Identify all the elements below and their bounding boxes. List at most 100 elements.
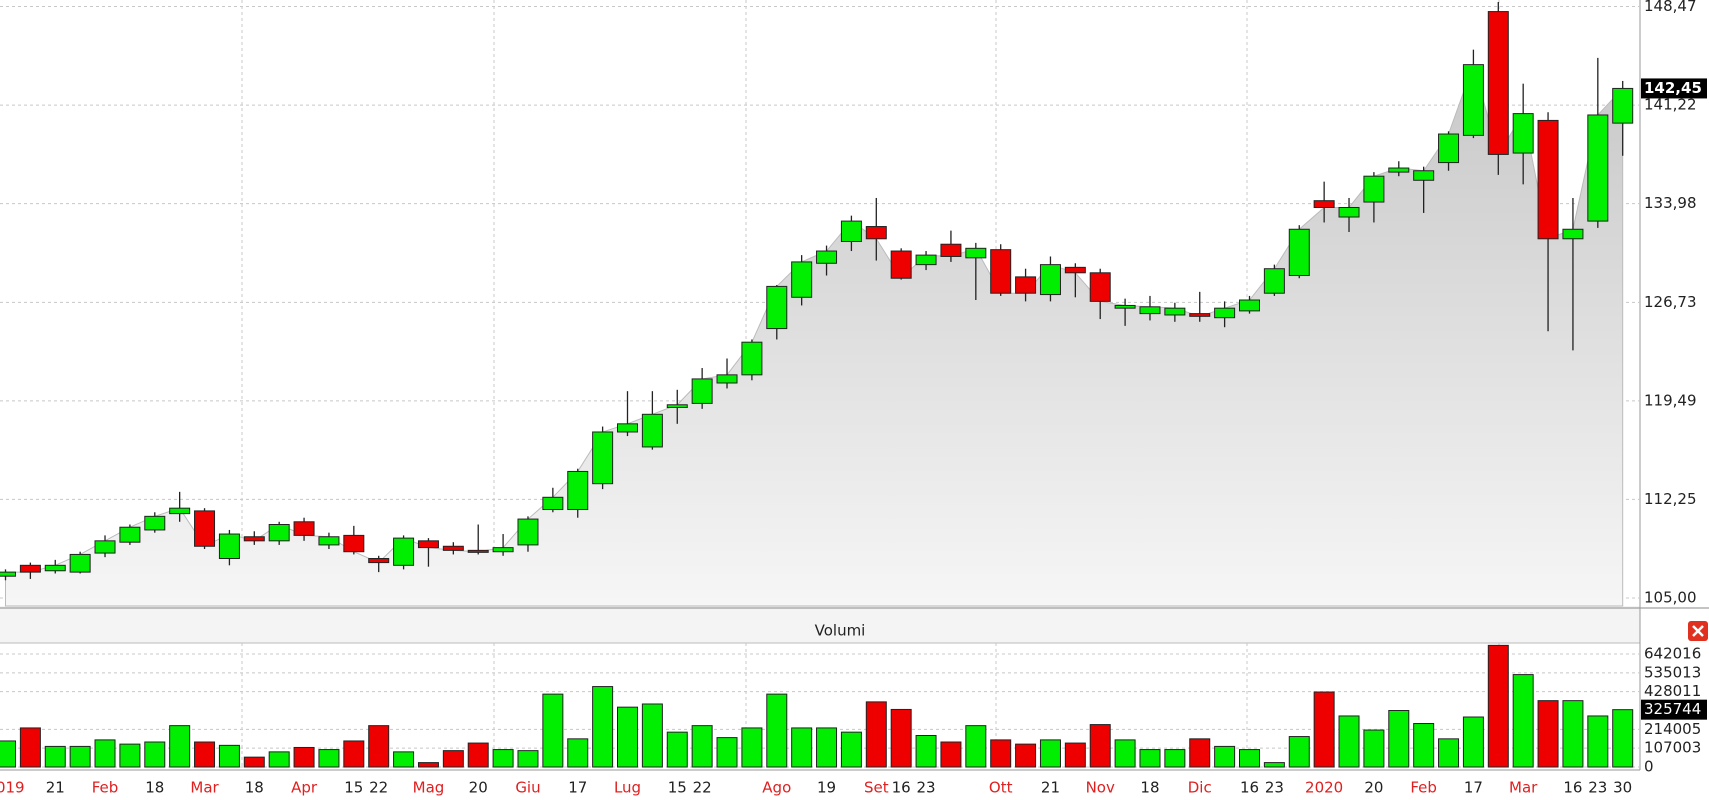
candle-body <box>368 558 390 564</box>
volume-bar <box>1363 729 1385 768</box>
candle-body <box>990 249 1012 294</box>
y2-tick-label: 642016 <box>1644 644 1701 662</box>
volume-bar <box>741 727 763 768</box>
volume-bar <box>1313 691 1335 768</box>
y2-tick-label: 214005 <box>1644 720 1701 738</box>
volume-bar <box>417 762 439 768</box>
candle-body <box>641 413 663 448</box>
candle-body <box>865 226 887 240</box>
candle-body <box>417 540 439 549</box>
close-button[interactable] <box>1688 621 1708 641</box>
candle-body <box>1288 228 1310 277</box>
candle-body <box>0 571 16 577</box>
candle-body <box>144 515 166 531</box>
volume-bar <box>268 751 290 768</box>
candle-body <box>1562 228 1584 240</box>
x-tick-label: 20 <box>1364 779 1383 797</box>
volume-bar <box>169 725 191 768</box>
candle-body <box>492 547 514 553</box>
x-tick-label: Mag <box>413 779 445 797</box>
volume-bar <box>467 742 489 768</box>
volume-header <box>0 606 1640 643</box>
volume-bar <box>990 739 1012 768</box>
volume-bar <box>1388 710 1410 768</box>
candle-body <box>393 537 415 566</box>
volume-bar <box>1537 700 1559 768</box>
volume-bar <box>1239 749 1260 768</box>
volume-bar <box>542 693 564 768</box>
volume-bar <box>915 734 937 768</box>
volume-bar <box>567 738 589 768</box>
x-tick-label: 16 <box>1240 779 1259 797</box>
volume-bar <box>1587 715 1609 768</box>
volume-bar <box>1114 739 1136 768</box>
y-tick-label: 148,47 <box>1644 0 1697 15</box>
volume-bar <box>791 727 813 768</box>
volume-bar <box>716 737 738 768</box>
volume-bar <box>1512 674 1534 768</box>
candle-body <box>1388 167 1410 173</box>
candle-body <box>1089 272 1111 302</box>
candle-body <box>19 564 41 573</box>
candle-body <box>194 510 216 547</box>
candle-body <box>716 374 738 384</box>
volume-bar <box>1139 749 1161 768</box>
volume-bar <box>766 693 788 768</box>
volume-bar <box>617 706 638 768</box>
volume-bar <box>318 749 340 768</box>
volume-bar <box>1338 715 1360 768</box>
candle-body <box>1064 266 1086 274</box>
x-tick-label: Apr <box>291 779 318 797</box>
volume-bar <box>44 745 66 768</box>
candle-body <box>1462 64 1484 136</box>
candle-body <box>1313 200 1335 208</box>
candle-body <box>318 536 340 546</box>
candle-body <box>343 534 365 553</box>
candle-body <box>1189 313 1211 317</box>
candle-body <box>293 521 315 536</box>
volume-bar <box>1263 762 1285 768</box>
y2-tick-label: 535013 <box>1644 663 1701 681</box>
x-tick-label: Feb <box>92 779 119 797</box>
volume-bar <box>19 727 41 768</box>
candle-body <box>517 518 539 546</box>
volume-bar <box>218 744 240 768</box>
volume-title: Volumi <box>815 622 866 640</box>
y-tick-label: 105,00 <box>1644 588 1697 606</box>
x-tick-label: Ago <box>762 779 791 797</box>
volume-bar <box>840 731 862 768</box>
volume-bar <box>368 725 390 768</box>
candle-body <box>1164 307 1186 316</box>
candle-body <box>1363 175 1385 203</box>
y2-tick-label: 428011 <box>1644 682 1701 700</box>
x-tick-label: 17 <box>1464 779 1483 797</box>
x-tick-label: 23 <box>1265 779 1284 797</box>
volume-bar <box>1039 739 1061 768</box>
x-tick-label: Dic <box>1188 779 1212 797</box>
volume-bar <box>1064 742 1086 768</box>
volume-bar <box>940 741 962 768</box>
candle-body <box>617 423 638 433</box>
y-tick-label: 141,22 <box>1644 96 1697 114</box>
candle-body <box>791 261 813 298</box>
x-tick-label: 18 <box>145 779 164 797</box>
volume-bar <box>592 686 614 768</box>
x-tick-label: 22 <box>369 779 388 797</box>
candle-body <box>243 536 265 542</box>
volume-bar <box>1462 716 1484 768</box>
candle-body <box>69 553 91 573</box>
candle-body <box>666 404 688 408</box>
candle-body <box>268 524 290 542</box>
price-marker-box <box>1641 78 1707 99</box>
close-area <box>5 62 1624 607</box>
x-tick-label: 18 <box>245 779 264 797</box>
candle-body <box>1487 11 1509 155</box>
volume-bar <box>1015 743 1037 768</box>
x-tick-label: Giu <box>515 779 540 797</box>
x-tick-label: 15 <box>344 779 363 797</box>
candle-body <box>1263 268 1285 294</box>
x-tick-label: 23 <box>1588 779 1607 797</box>
x-tick-label: Ott <box>989 779 1013 797</box>
